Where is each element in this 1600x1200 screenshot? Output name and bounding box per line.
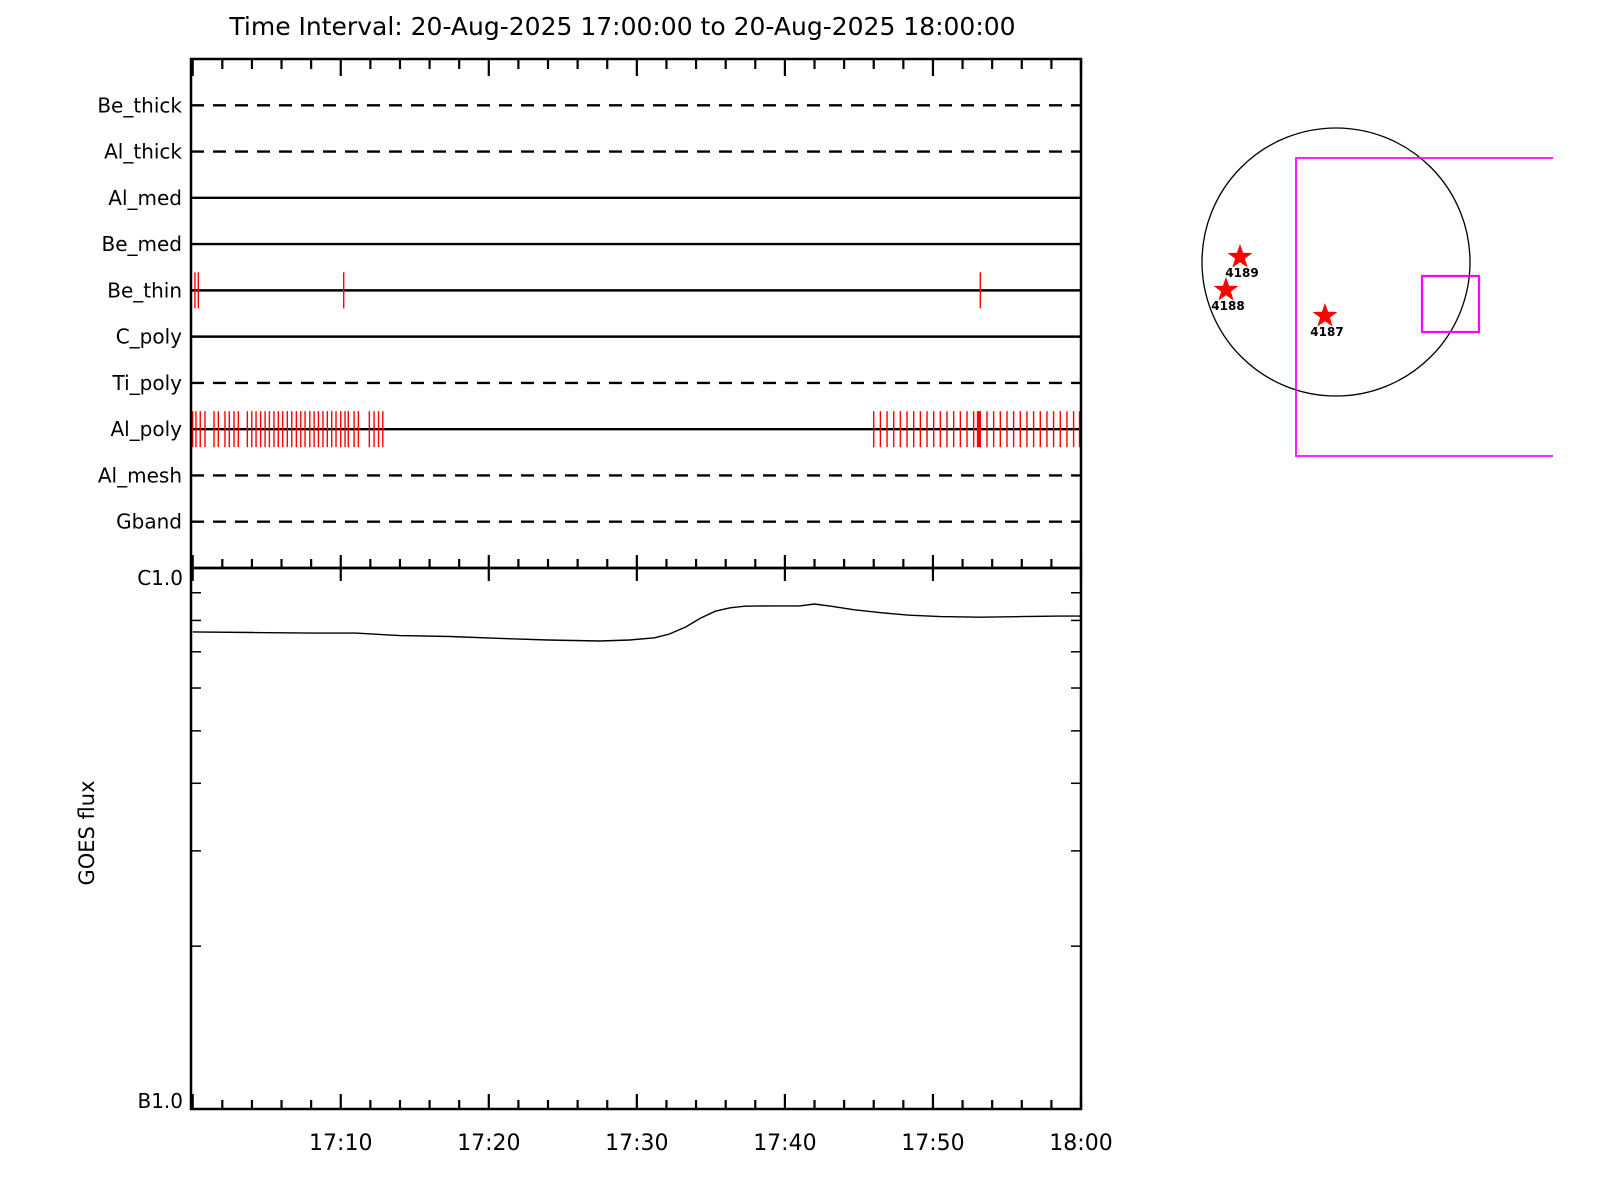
- goes-flux-curve: [192, 603, 1081, 642]
- x-tick-label: 17:20: [457, 1131, 520, 1156]
- x-tick-label: 17:50: [901, 1131, 964, 1156]
- goes-ybottom-label: B1.0: [137, 1089, 183, 1113]
- active-region-label-4189: 4189: [1225, 266, 1258, 280]
- filter-timeline-panel-border: [189, 57, 1083, 570]
- x-tick-label: 17:10: [309, 1131, 372, 1156]
- channel-label-Gband: Gband: [116, 510, 182, 534]
- x-tick-label: 17:40: [753, 1131, 816, 1156]
- channel-label-Be_med: Be_med: [101, 232, 182, 256]
- channel-label-Be_thick: Be_thick: [97, 93, 182, 117]
- active-region-label-4187: 4187: [1310, 325, 1343, 339]
- fov-box-small: [1420, 274, 1481, 334]
- solar-disk: [1201, 127, 1471, 397]
- x-tick-label: 18:00: [1049, 1131, 1112, 1156]
- page-title: Time Interval: 20-Aug-2025 17:00:00 to 2…: [229, 12, 1016, 41]
- goes-yaxis-title: GOES flux: [75, 780, 99, 885]
- channel-label-Be_thin: Be_thin: [107, 278, 182, 302]
- channel-label-Al_mesh: Al_mesh: [98, 463, 182, 487]
- channel-label-C_poly: C_poly: [116, 325, 182, 349]
- channel-label-Ti_poly: Ti_poly: [112, 371, 183, 395]
- channel-label-Al_med: Al_med: [108, 186, 182, 210]
- fov-box-large: [1295, 157, 1553, 457]
- active-region-star-4189: [1227, 244, 1253, 268]
- channel-label-Al_poly: Al_poly: [110, 417, 182, 441]
- active-region-label-4188: 4188: [1211, 299, 1244, 313]
- goes-flux-panel-border: [189, 566, 1083, 1111]
- channel-label-Al_thick: Al_thick: [104, 140, 182, 164]
- goes-ytop-label: C1.0: [137, 566, 183, 590]
- x-tick-label: 17:30: [605, 1131, 668, 1156]
- active-region-star-4188: [1213, 277, 1239, 301]
- active-region-star-4187: [1312, 303, 1338, 327]
